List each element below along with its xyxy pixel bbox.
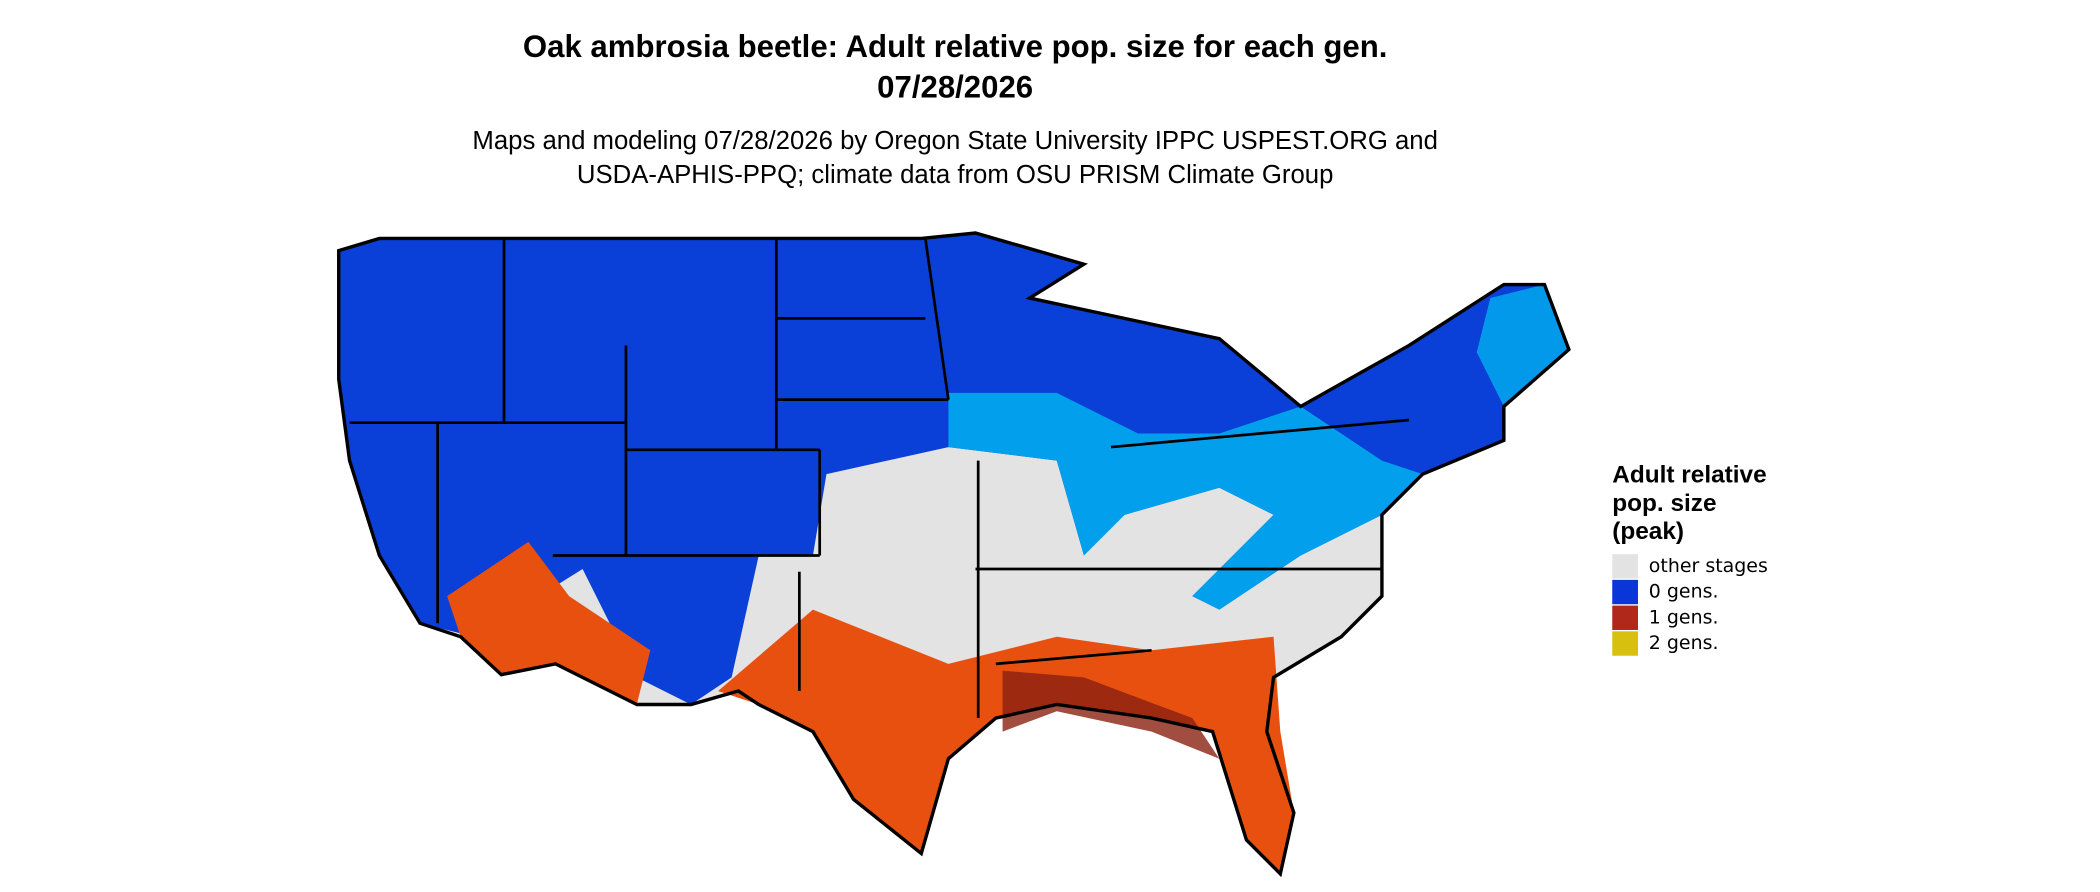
legend-title: Adult relative bbox=[1612, 461, 1766, 488]
legend-label: 2 gens. bbox=[1649, 632, 1719, 654]
us-map bbox=[337, 231, 1571, 878]
legend-title: pop. size bbox=[1612, 490, 1716, 517]
legend-swatch bbox=[1612, 631, 1638, 656]
title: Oak ambrosia beetle: Adult relative pop.… bbox=[523, 29, 1388, 64]
legend-swatch bbox=[1612, 605, 1638, 630]
legend: Adult relative pop. size (peak) bbox=[1612, 461, 1766, 545]
legend-title: (peak) bbox=[1612, 518, 1684, 545]
legend-label: 1 gens. bbox=[1649, 606, 1719, 628]
legend-label: other stages bbox=[1649, 555, 1768, 577]
legend-label: 0 gens. bbox=[1649, 581, 1719, 603]
legend-swatch bbox=[1612, 579, 1638, 605]
legend-swatch bbox=[1612, 554, 1638, 579]
subtitle: USDA-APHIS-PPQ; climate data from OSU PR… bbox=[577, 161, 1334, 189]
title-date: 07/28/2026 bbox=[877, 70, 1033, 105]
subtitle: Maps and modeling 07/28/2026 by Oregon S… bbox=[472, 127, 1438, 155]
